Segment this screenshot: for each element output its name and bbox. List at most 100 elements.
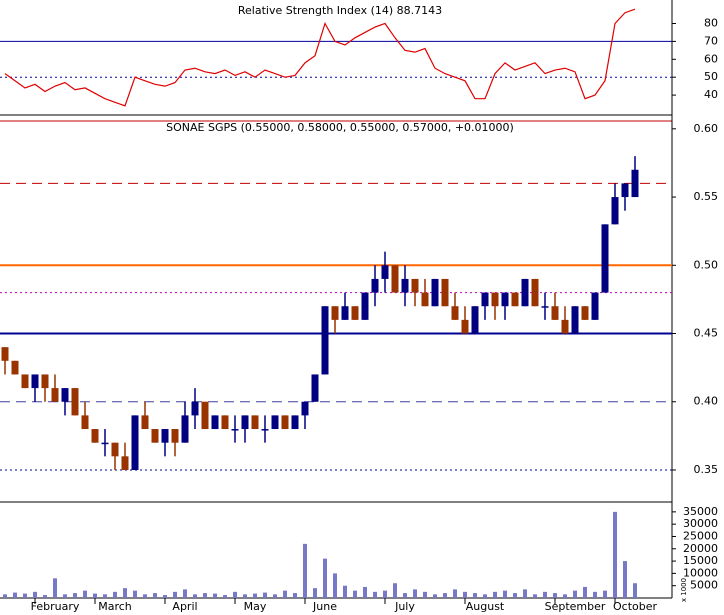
price-body: [511, 292, 519, 307]
price-body: [281, 415, 289, 430]
price-body: [391, 265, 399, 293]
price-body: [581, 306, 589, 320]
x-tick-label: June: [312, 600, 337, 613]
panel-title: Relative Strength Index (14) 88.7143: [238, 4, 442, 17]
price-body: [11, 360, 19, 375]
volume-bar: [473, 593, 477, 598]
volume-bar: [353, 590, 357, 598]
volume-bar: [573, 590, 577, 598]
price-body: [411, 278, 419, 293]
volume-bar: [613, 511, 617, 598]
price-body: [111, 442, 119, 457]
volume-bar: [293, 593, 297, 598]
y-tick-label: 10000: [683, 566, 718, 579]
volume-bar: [333, 573, 337, 598]
volume-bar: [283, 590, 287, 598]
volume-bar: [633, 583, 637, 598]
price-body: [381, 265, 389, 279]
price-body: [291, 415, 299, 430]
price-body: [341, 306, 349, 320]
price-body: [241, 415, 249, 430]
price-body: [451, 306, 459, 320]
volume-bar: [603, 590, 607, 598]
y-tick-label: 40: [704, 88, 718, 101]
x-tick-label: July: [394, 600, 415, 613]
price-body: [551, 306, 559, 320]
price-body: [91, 429, 99, 443]
volume-bar: [523, 589, 527, 598]
price-body: [1, 347, 9, 361]
price-body: [31, 374, 39, 389]
volume-bar: [153, 593, 157, 598]
price-body: [471, 306, 479, 334]
y-tick-label: 20000: [683, 542, 718, 555]
volume-bar: [93, 593, 97, 598]
volume-bar: [533, 594, 537, 598]
price-body: [181, 415, 189, 443]
price-body: [201, 401, 209, 430]
price-body: [191, 401, 199, 416]
volume-bar: [413, 589, 417, 598]
price-body: [351, 306, 359, 320]
price-body: [401, 278, 409, 293]
volume-bar: [433, 594, 437, 598]
volume-bar: [623, 561, 627, 598]
volume-bar: [163, 595, 167, 598]
volume-bar: [193, 594, 197, 598]
x-tick-label: May: [244, 600, 267, 613]
volume-bar: [553, 593, 557, 598]
y-tick-label: 25000: [683, 529, 718, 542]
x-tick-label: August: [466, 600, 505, 613]
volume-bar: [63, 594, 67, 598]
price-body: [101, 442, 109, 445]
volume-bar: [583, 586, 587, 598]
volume-bar: [393, 583, 397, 598]
price-body: [261, 429, 269, 431]
price-body: [171, 429, 179, 443]
volume-bar: [563, 594, 567, 598]
volume-bar: [463, 591, 467, 598]
volume-bar: [273, 594, 277, 598]
volume-bar: [313, 588, 317, 598]
volume-bar: [43, 595, 47, 598]
y-tick-label: 0.55: [694, 190, 719, 203]
price-body: [491, 292, 499, 307]
price-body: [211, 415, 219, 430]
volume-bar: [493, 591, 497, 598]
volume-bar: [403, 593, 407, 598]
y-tick-label: 35000: [683, 505, 718, 518]
price-body: [71, 388, 79, 416]
price-body: [41, 374, 49, 389]
y-tick-label: 0.45: [694, 327, 719, 340]
volume-bar: [3, 594, 7, 598]
x-tick-label: April: [172, 600, 197, 613]
volume-bar: [343, 585, 347, 598]
price-body: [141, 415, 149, 430]
volume-bar: [513, 593, 517, 598]
y-tick-label: 0.60: [694, 122, 719, 135]
volume-bar: [593, 591, 597, 598]
y-tick-label: 0.40: [694, 395, 719, 408]
volume-bar: [203, 593, 207, 598]
price-body: [131, 415, 139, 470]
volume-bar: [483, 594, 487, 598]
price-body: [121, 456, 129, 470]
volume-bar: [453, 589, 457, 598]
y-tick-label: 15000: [683, 554, 718, 567]
price-body: [591, 292, 599, 320]
volume-bar: [183, 589, 187, 598]
price-body: [631, 169, 639, 198]
y-tick-label: 80: [704, 16, 718, 29]
volume-bar: [33, 591, 37, 598]
volume-bar: [363, 586, 367, 598]
price-body: [521, 278, 529, 307]
volume-bar: [543, 591, 547, 598]
y-tick-label: 0.35: [694, 463, 719, 476]
volume-bar: [263, 592, 267, 598]
price-body: [531, 278, 539, 307]
y-tick-label: 50: [704, 70, 718, 83]
volume-bar: [323, 558, 327, 598]
volume-bar: [503, 590, 507, 598]
volume-bar: [233, 591, 237, 598]
